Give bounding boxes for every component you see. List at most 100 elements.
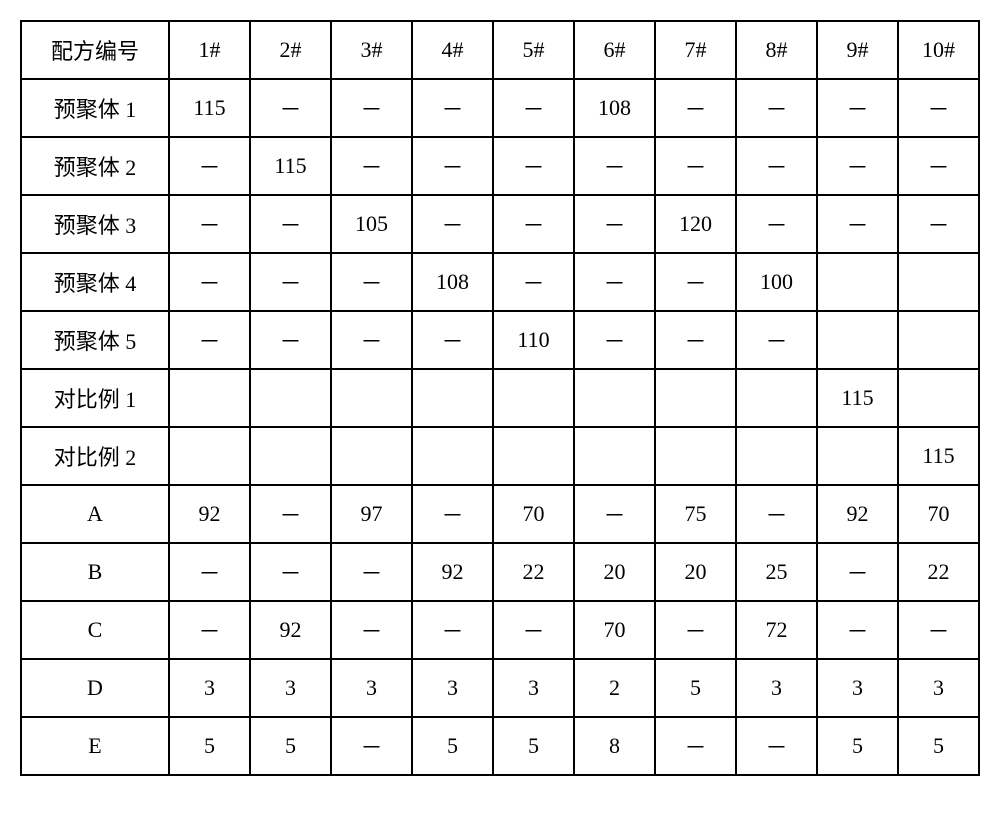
table-cell: － [898,79,979,137]
table-cell [898,253,979,311]
table-cell: 3 [250,659,331,717]
table-cell: － [250,543,331,601]
table-cell: － [655,79,736,137]
table-row: A92－97－70－75－9270 [21,485,979,543]
table-cell: － [250,195,331,253]
table-cell: － [169,543,250,601]
row-label: 对比例 1 [21,369,169,427]
column-header: 6# [574,21,655,79]
column-header: 9# [817,21,898,79]
row-label: 预聚体 2 [21,137,169,195]
table-cell: 3 [331,659,412,717]
table-cell [655,369,736,427]
table-cell: 2 [574,659,655,717]
table-cell: 22 [493,543,574,601]
table-cell: 3 [898,659,979,717]
table-row: 预聚体 3－－105－－－120－－－ [21,195,979,253]
table-cell: － [655,253,736,311]
table-header-row: 配方编号1#2#3#4#5#6#7#8#9#10# [21,21,979,79]
table-cell: 105 [331,195,412,253]
table-row: E55－558－－55 [21,717,979,775]
table-cell: 5 [250,717,331,775]
table-cell: － [169,311,250,369]
table-cell [574,369,655,427]
table-cell: － [169,253,250,311]
table-cell: － [817,195,898,253]
table-cell: 92 [817,485,898,543]
table-cell: － [331,311,412,369]
table-row: 预聚体 1115－－－－108－－－－ [21,79,979,137]
table-cell [250,427,331,485]
table-cell: 115 [250,137,331,195]
table-cell: － [898,601,979,659]
table-cell: － [493,253,574,311]
table-cell: － [331,717,412,775]
table-cell [898,369,979,427]
table-cell: 5 [412,717,493,775]
table-cell: － [331,137,412,195]
table-cell: 70 [898,485,979,543]
table-cell: － [493,601,574,659]
table-cell: － [817,601,898,659]
table-cell: － [655,717,736,775]
table-cell: 20 [655,543,736,601]
table-cell: － [250,485,331,543]
row-label: 预聚体 3 [21,195,169,253]
table-cell: － [736,311,817,369]
table-cell: － [331,79,412,137]
table-cell: － [250,311,331,369]
table-cell: － [655,137,736,195]
table-cell: 5 [493,717,574,775]
table-cell: － [493,79,574,137]
column-header: 8# [736,21,817,79]
table-cell: － [655,311,736,369]
table-cell: 72 [736,601,817,659]
table-cell: － [331,253,412,311]
table-row: 预聚体 2－115－－－－－－－－ [21,137,979,195]
table-cell: 3 [817,659,898,717]
table-cell: 3 [736,659,817,717]
table-cell: － [817,543,898,601]
table-cell: － [250,79,331,137]
table-row: 对比例 2115 [21,427,979,485]
table-cell: 8 [574,717,655,775]
table-cell: － [412,195,493,253]
row-label: 预聚体 1 [21,79,169,137]
table-cell [898,311,979,369]
table-cell: － [736,717,817,775]
table-cell: － [898,137,979,195]
table-cell: － [169,601,250,659]
row-label: B [21,543,169,601]
table-cell: 108 [412,253,493,311]
table-cell: 115 [817,369,898,427]
row-label: E [21,717,169,775]
column-header: 配方编号 [21,21,169,79]
table-cell: － [412,137,493,195]
column-header: 4# [412,21,493,79]
table-cell: 120 [655,195,736,253]
table-cell: 115 [169,79,250,137]
table-cell [331,369,412,427]
column-header: 1# [169,21,250,79]
table-cell: 3 [412,659,493,717]
table-cell [493,427,574,485]
table-row: 对比例 1 115 [21,369,979,427]
table-cell: － [736,485,817,543]
table-cell: 108 [574,79,655,137]
column-header: 3# [331,21,412,79]
row-label: D [21,659,169,717]
column-header: 5# [493,21,574,79]
table-cell [817,427,898,485]
table-cell: － [412,79,493,137]
table-cell: 3 [493,659,574,717]
table-cell [331,427,412,485]
table-cell: － [898,195,979,253]
row-label: 对比例 2 [21,427,169,485]
table-cell: － [412,311,493,369]
table-cell: 5 [169,717,250,775]
table-cell [817,311,898,369]
table-cell: 97 [331,485,412,543]
table-cell: － [817,79,898,137]
table-cell: 5 [817,717,898,775]
table-cell: 5 [655,659,736,717]
